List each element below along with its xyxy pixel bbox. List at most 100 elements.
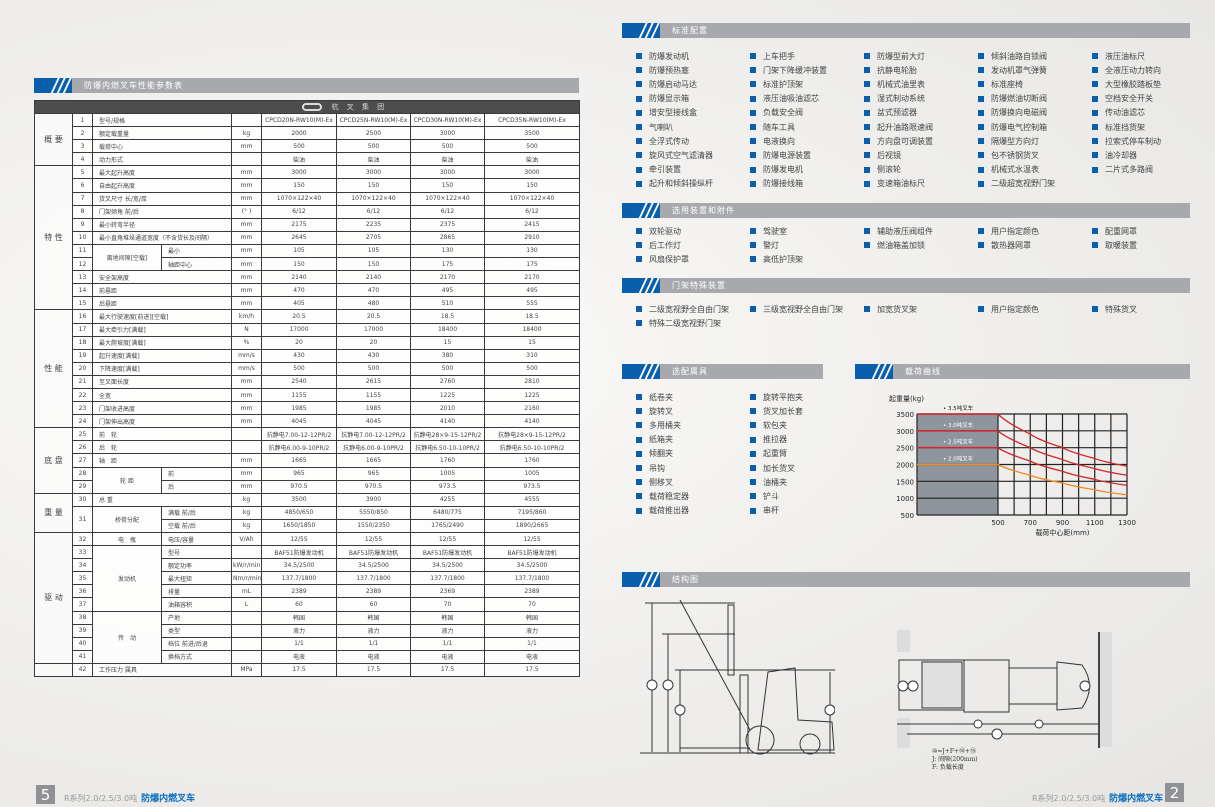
row-number: 37 xyxy=(72,597,93,612)
y-tick-label: 2500 xyxy=(896,445,914,453)
unit: mm xyxy=(231,165,262,180)
param-name: 最大爬坡度[满载] xyxy=(92,335,232,350)
stripe-icon xyxy=(622,364,660,379)
list-item-label: 防爆电气控制箱 xyxy=(991,122,1047,132)
list-item-label: 旋转叉 xyxy=(649,406,673,416)
row-number: 25 xyxy=(72,427,93,442)
table-row: 22 全宽 mm 1155 1155 1225 1225 xyxy=(35,387,580,403)
table-row: 17 最大牵引力[满载] N 17000 17000 18400 18400 xyxy=(35,322,580,337)
row-number: 35 xyxy=(72,571,93,586)
list-item-label: 配重网罩 xyxy=(1105,226,1137,236)
bullet-icon xyxy=(864,67,870,74)
param-name: 轴 距 xyxy=(92,453,232,468)
bullet-icon xyxy=(636,306,642,313)
value-cell: 34.5/2500 xyxy=(410,558,485,573)
row-number: 29 xyxy=(72,479,93,494)
list-item: 后工作灯 xyxy=(636,238,750,252)
unit: mm xyxy=(231,230,262,245)
list-item: 散热器网罩 xyxy=(978,238,1092,252)
row-number: 33 xyxy=(72,545,93,560)
series-line xyxy=(997,430,1128,476)
value-cell: 韩国 xyxy=(261,610,337,625)
standard-config-list: 防爆发动机 防爆预热塞 防爆启动马达 防爆显示箱 增安型接线盒 气喇叭 全浮式传动 旋风式空气… xyxy=(636,49,1206,191)
unit: kg xyxy=(231,518,262,534)
row-number: 41 xyxy=(72,649,93,664)
unit: kg xyxy=(231,126,262,141)
table-row: 37 油箱容积 L 60 60 70 70 xyxy=(35,597,580,612)
x-tick-label: 900 xyxy=(1056,519,1069,527)
unit: mm xyxy=(231,466,262,481)
param-name: 前 轮 xyxy=(92,427,232,442)
optional-equipment-list: 双轮驱动 驾驶室 辅助液压阀组件 用户指定颜色 配重网罩 后工作灯 警灯 燃油箱盖加锁 散热器网… xyxy=(636,224,1206,267)
value-cell: 2615 xyxy=(336,374,411,389)
row-number: 24 xyxy=(72,414,93,429)
list-item-label: 多用桶夹 xyxy=(649,420,681,430)
bullet-icon xyxy=(1092,67,1098,74)
load-curve-chart: 500 1000 1500 2000 2500 3000 3500 500 700 900 1100… xyxy=(889,395,1136,537)
row-number: 34 xyxy=(72,558,93,573)
value-cell: 2235 xyxy=(336,217,411,232)
value-cell: 抗静电7.00-12-12PR/2 xyxy=(261,427,337,442)
list-item-label: 后工作灯 xyxy=(649,240,681,250)
param-name: 货叉尺寸 长/宽/厚 xyxy=(92,191,232,206)
value-cell: 17.5 xyxy=(261,662,337,678)
value-cell: 310 xyxy=(484,348,580,363)
list-item: 风扇保护罩 xyxy=(636,252,750,266)
value-cell: 150 xyxy=(261,178,337,193)
list-item: 传动油滤芯 xyxy=(1092,106,1206,120)
list-item: 串杆 xyxy=(750,504,864,518)
stripe-icon xyxy=(622,23,660,38)
bullet-icon xyxy=(750,152,756,159)
y-tick-label: 3500 xyxy=(896,411,914,419)
value-cell: 510 xyxy=(410,296,485,311)
list-item: 防爆接线箱 xyxy=(750,177,864,191)
list-item: 随车工具 xyxy=(750,120,864,134)
unit: mm xyxy=(231,296,262,311)
unit: L xyxy=(231,597,262,612)
bullet-icon xyxy=(636,422,642,429)
list-item: 防爆显示箱 xyxy=(636,92,750,106)
bullet-icon xyxy=(864,109,870,116)
list-item-label: 空档安全开关 xyxy=(1105,94,1153,104)
list-item-label: 防爆发电机 xyxy=(763,165,803,175)
value-cell: 1005 xyxy=(484,466,580,481)
list-item-label: 载荷推出器 xyxy=(649,506,689,516)
value-cell: 液力 xyxy=(261,623,337,638)
list-item: 发动机罩气弹簧 xyxy=(978,63,1092,77)
value-cell: 970.5 xyxy=(261,479,337,494)
value-cell: 2140 xyxy=(336,270,411,285)
param-sub-name: 轴距中心 xyxy=(161,257,232,272)
structure-notes: ⑩=J+F+⑭+⑮ J: 间隙(200mm) F: 负载长度 xyxy=(932,748,978,772)
brand-name: 杭 叉 集 团 xyxy=(331,103,388,111)
value-cell: CPCD25N-RW10(M)-Ex xyxy=(336,112,411,128)
param-name: 最大起升高度 xyxy=(92,165,232,180)
row-number: 39 xyxy=(72,623,93,638)
list-item: 侧滚轮 xyxy=(864,163,978,177)
row-number: 26 xyxy=(72,440,93,455)
value-cell: 6/12 xyxy=(261,204,337,219)
list-item-label: 纸箱夹 xyxy=(649,435,673,445)
table-row: 28 轮 距前 mm 965 965 1005 1005 xyxy=(35,466,580,494)
bullet-icon xyxy=(864,138,870,145)
value-cell: 12/55 xyxy=(410,531,485,547)
list-item-label: 驾驶室 xyxy=(763,226,787,236)
bullet-icon xyxy=(636,180,642,187)
unit: N xyxy=(231,322,262,337)
value-cell: 6/12 xyxy=(410,204,485,219)
bullet-icon xyxy=(636,408,642,415)
y-tick-label: 1000 xyxy=(896,495,914,503)
table-row: 性 能 16 最大行驶速度[前进][空载] km/h 20.5 20.5 18.5 18.5 xyxy=(34,309,580,429)
list-item-label: 湿式制动系统 xyxy=(877,94,925,104)
list-item-label: 包不锈钢货叉 xyxy=(991,150,1039,160)
value-cell: 1760 xyxy=(484,453,580,468)
value-cell: 电液 xyxy=(410,649,485,664)
value-cell: 2645 xyxy=(261,230,337,245)
value-cell: 6/12 xyxy=(336,204,411,219)
unit: kW/r/min xyxy=(231,558,262,573)
structure-note-j: J: 间隙(200mm) xyxy=(932,756,978,763)
list-item: 二级超宽视野门架 xyxy=(978,177,1092,191)
unit xyxy=(231,636,262,651)
param-sub-name: 满载 前/后 xyxy=(161,505,232,520)
value-cell: CPCD30N-RW10(M)-Ex xyxy=(410,112,485,128)
list-item: 二级宽视野全自由门架 xyxy=(636,302,750,316)
